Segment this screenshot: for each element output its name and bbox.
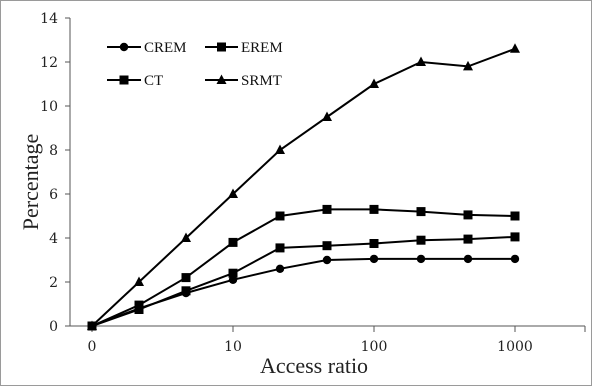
legend-label: CT (144, 73, 163, 89)
srmt-point (181, 232, 191, 242)
srmt-point (463, 60, 473, 71)
ct-point (369, 239, 379, 248)
srmt-point (416, 56, 426, 66)
x-axis-title: Access ratio (260, 353, 368, 378)
x-tick-label: 0 (88, 339, 97, 355)
series-srmt (87, 43, 520, 330)
ct-point (463, 234, 473, 244)
ct-point (119, 75, 129, 85)
crem-point (275, 264, 285, 273)
y-tick-label: 2 (49, 275, 58, 291)
srmt-point (322, 111, 332, 121)
y-tick-label: 14 (40, 11, 58, 27)
series-erem (87, 204, 520, 331)
x-tick-label: 1000 (497, 339, 533, 355)
series-layer (87, 43, 520, 331)
crem-point (463, 254, 473, 264)
erem-point (181, 273, 191, 283)
ct-point (181, 286, 191, 296)
series-ct (87, 232, 520, 331)
erem-point (463, 210, 473, 220)
erem-point (510, 211, 520, 221)
srmt-point (87, 320, 97, 330)
erem-line (91, 208, 516, 327)
erem-point (275, 211, 285, 221)
ct-point (275, 243, 285, 253)
erem-point (228, 237, 238, 247)
erem-point (322, 204, 332, 214)
y-tick-label: 8 (49, 143, 58, 159)
y-tick-label: 12 (40, 55, 58, 71)
x-tick-label: 10 (224, 339, 242, 355)
series-crem (87, 254, 520, 331)
legend-item-erem: EREM (205, 40, 283, 56)
x-tick-label: 100 (361, 339, 388, 355)
ct-point (416, 235, 426, 245)
srmt-point (134, 276, 144, 286)
ct-point (228, 268, 238, 278)
erem-point (416, 207, 426, 217)
crem-point (119, 42, 129, 52)
legend-label: CREM (144, 40, 187, 56)
axes (69, 18, 585, 327)
crem-line (91, 257, 515, 327)
ticks: 0 2 4 6 8 10 12 14 0 10 100 1000 (40, 11, 586, 355)
srmt-point (275, 144, 285, 154)
ct-point (510, 232, 520, 242)
srmt-point (216, 74, 227, 84)
srmt-point (510, 43, 520, 53)
legend-label: EREM (241, 40, 283, 56)
ct-line (91, 235, 516, 327)
srmt-line (91, 47, 516, 327)
ct-point (134, 305, 144, 314)
ct-point (322, 241, 332, 251)
legend-item-ct: CT (107, 73, 163, 89)
y-tick-label: 0 (49, 319, 58, 335)
y-tick-label: 10 (40, 99, 58, 115)
crem-point (322, 255, 332, 265)
erem-point (369, 204, 379, 214)
srmt-point (228, 188, 238, 198)
legend-label: SRMT (241, 73, 282, 89)
crem-point (369, 254, 379, 264)
y-tick-label: 4 (49, 231, 58, 247)
legend-item-srmt: SRMT (205, 73, 282, 89)
crem-point (510, 254, 520, 264)
erem-point (217, 42, 226, 52)
legend-item-crem: CREM (107, 40, 187, 56)
y-axis-title: Percentage (18, 134, 43, 231)
y-tick-label: 6 (49, 187, 58, 203)
srmt-point (369, 78, 379, 88)
crem-point (416, 254, 426, 264)
legend: CREM EREM CT SRMT (107, 40, 283, 89)
